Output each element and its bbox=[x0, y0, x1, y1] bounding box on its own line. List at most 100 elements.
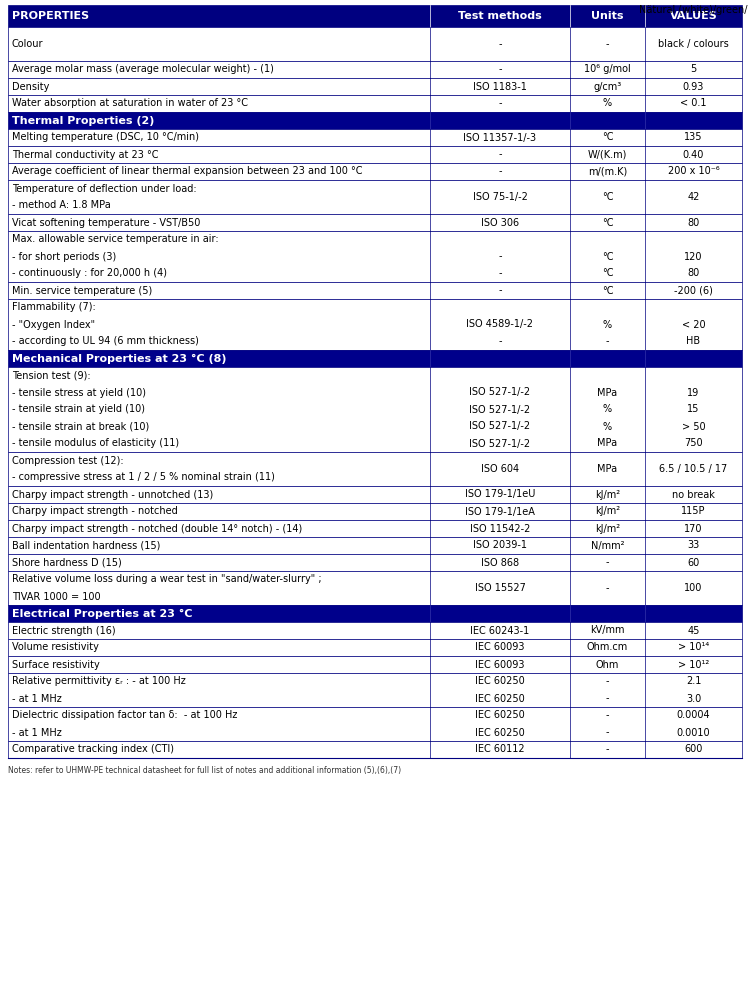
Text: > 50: > 50 bbox=[682, 422, 705, 432]
Text: - at 1 MHz: - at 1 MHz bbox=[12, 693, 62, 703]
Text: N/mm²: N/mm² bbox=[591, 541, 624, 551]
Text: -: - bbox=[498, 64, 502, 74]
Text: g/cm³: g/cm³ bbox=[593, 81, 622, 91]
Text: °C: °C bbox=[602, 269, 613, 279]
Text: Ohm: Ohm bbox=[596, 660, 619, 670]
Bar bbox=[8, 707, 742, 741]
Text: Surface resistivity: Surface resistivity bbox=[12, 660, 100, 670]
Text: MPa: MPa bbox=[598, 388, 617, 398]
Bar bbox=[8, 299, 742, 350]
Bar bbox=[8, 129, 742, 146]
Text: ISO 527-1/-2: ISO 527-1/-2 bbox=[470, 388, 530, 398]
Text: no break: no break bbox=[672, 489, 715, 500]
Text: °C: °C bbox=[602, 252, 613, 262]
Bar bbox=[8, 27, 742, 61]
Text: IEC 60093: IEC 60093 bbox=[476, 660, 525, 670]
Text: HB: HB bbox=[686, 336, 700, 346]
Text: 120: 120 bbox=[684, 252, 703, 262]
Bar bbox=[8, 656, 742, 673]
Text: Nätural (white)/green/: Nätural (white)/green/ bbox=[639, 5, 748, 15]
Text: kJ/m²: kJ/m² bbox=[595, 489, 620, 500]
Text: Water absorption at saturation in water of 23 °C: Water absorption at saturation in water … bbox=[12, 98, 248, 108]
Text: 42: 42 bbox=[687, 192, 700, 202]
Text: -: - bbox=[498, 150, 502, 160]
Bar bbox=[8, 673, 742, 707]
Text: IEC 60250: IEC 60250 bbox=[476, 677, 525, 686]
Bar bbox=[8, 112, 742, 129]
Text: Melting temperature (DSC, 10 °C/min): Melting temperature (DSC, 10 °C/min) bbox=[12, 133, 199, 143]
Text: - continuously : for 20,000 h (4): - continuously : for 20,000 h (4) bbox=[12, 269, 167, 279]
Text: ISO 306: ISO 306 bbox=[481, 217, 519, 227]
Bar bbox=[8, 452, 742, 486]
Text: 33: 33 bbox=[687, 541, 700, 551]
Text: 45: 45 bbox=[687, 626, 700, 636]
Bar bbox=[8, 554, 742, 571]
Text: -: - bbox=[606, 558, 609, 567]
Text: Relative permittivity εᵣ : - at 100 Hz: Relative permittivity εᵣ : - at 100 Hz bbox=[12, 677, 186, 686]
Bar bbox=[8, 622, 742, 639]
Text: 0.0004: 0.0004 bbox=[676, 710, 710, 720]
Text: - according to UL 94 (6 mm thickness): - according to UL 94 (6 mm thickness) bbox=[12, 336, 199, 346]
Text: 6.5 / 10.5 / 17: 6.5 / 10.5 / 17 bbox=[659, 464, 728, 474]
Bar bbox=[8, 231, 742, 282]
Bar bbox=[8, 639, 742, 656]
Text: -: - bbox=[606, 710, 609, 720]
Text: - for short periods (3): - for short periods (3) bbox=[12, 252, 116, 262]
Text: - tensile strain at yield (10): - tensile strain at yield (10) bbox=[12, 405, 145, 415]
Text: kJ/m²: kJ/m² bbox=[595, 524, 620, 534]
Text: Ball indentation hardness (15): Ball indentation hardness (15) bbox=[12, 541, 160, 551]
Text: -: - bbox=[606, 39, 609, 49]
Text: - tensile modulus of elasticity (11): - tensile modulus of elasticity (11) bbox=[12, 438, 179, 448]
Text: Flammability (7):: Flammability (7): bbox=[12, 303, 96, 312]
Text: -: - bbox=[498, 269, 502, 279]
Text: IEC 60250: IEC 60250 bbox=[476, 727, 525, 737]
Bar bbox=[8, 180, 742, 214]
Text: ISO 179-1/1eU: ISO 179-1/1eU bbox=[465, 489, 536, 500]
Text: -: - bbox=[498, 39, 502, 49]
Text: Shore hardness D (15): Shore hardness D (15) bbox=[12, 558, 122, 567]
Text: 115P: 115P bbox=[681, 507, 706, 517]
Text: > 10¹²: > 10¹² bbox=[678, 660, 710, 670]
Text: - method A: 1.8 MPa: - method A: 1.8 MPa bbox=[12, 200, 111, 210]
Text: -: - bbox=[498, 167, 502, 177]
Text: 3.0: 3.0 bbox=[686, 693, 701, 703]
Text: > 10¹⁴: > 10¹⁴ bbox=[678, 643, 710, 653]
Text: Comparative tracking index (CTI): Comparative tracking index (CTI) bbox=[12, 745, 174, 755]
Text: ISO 75-1/-2: ISO 75-1/-2 bbox=[472, 192, 527, 202]
Text: ISO 527-1/-2: ISO 527-1/-2 bbox=[470, 405, 530, 415]
Text: IEC 60112: IEC 60112 bbox=[476, 745, 525, 755]
Text: ISO 15527: ISO 15527 bbox=[475, 583, 526, 593]
Bar bbox=[8, 520, 742, 537]
Bar bbox=[8, 95, 742, 112]
Text: IEC 60250: IEC 60250 bbox=[476, 710, 525, 720]
Text: Thermal conductivity at 23 °C: Thermal conductivity at 23 °C bbox=[12, 150, 158, 160]
Text: Charpy impact strength - notched (double 14° notch) - (14): Charpy impact strength - notched (double… bbox=[12, 524, 302, 534]
Text: °C: °C bbox=[602, 286, 613, 296]
Bar bbox=[8, 282, 742, 299]
Text: 80: 80 bbox=[687, 269, 700, 279]
Text: 600: 600 bbox=[684, 745, 703, 755]
Text: ISO 527-1/-2: ISO 527-1/-2 bbox=[470, 422, 530, 432]
Text: 135: 135 bbox=[684, 133, 703, 143]
Bar bbox=[8, 486, 742, 503]
Text: 0.40: 0.40 bbox=[682, 150, 704, 160]
Text: Average molar mass (average molecular weight) - (1): Average molar mass (average molecular we… bbox=[12, 64, 274, 74]
Text: °C: °C bbox=[602, 133, 613, 143]
Text: -: - bbox=[498, 252, 502, 262]
Text: -: - bbox=[498, 336, 502, 346]
Text: ISO 604: ISO 604 bbox=[481, 464, 519, 474]
Text: Dielectric dissipation factor tan δ:  - at 100 Hz: Dielectric dissipation factor tan δ: - a… bbox=[12, 710, 237, 720]
Text: -200 (6): -200 (6) bbox=[674, 286, 713, 296]
Text: ISO 868: ISO 868 bbox=[481, 558, 519, 567]
Text: PROPERTIES: PROPERTIES bbox=[12, 11, 89, 21]
Text: Units: Units bbox=[591, 11, 624, 21]
Text: - at 1 MHz: - at 1 MHz bbox=[12, 727, 62, 737]
Text: 200 x 10⁻⁶: 200 x 10⁻⁶ bbox=[668, 167, 719, 177]
Text: Temperature of deflection under load:: Temperature of deflection under load: bbox=[12, 184, 196, 193]
Bar bbox=[8, 5, 742, 27]
Text: Relative volume loss during a wear test in "sand/water-slurry" ;: Relative volume loss during a wear test … bbox=[12, 574, 322, 584]
Bar bbox=[8, 61, 742, 78]
Text: W/(K.m): W/(K.m) bbox=[588, 150, 627, 160]
Text: 0.93: 0.93 bbox=[682, 81, 704, 91]
Text: m/(m.K): m/(m.K) bbox=[588, 167, 627, 177]
